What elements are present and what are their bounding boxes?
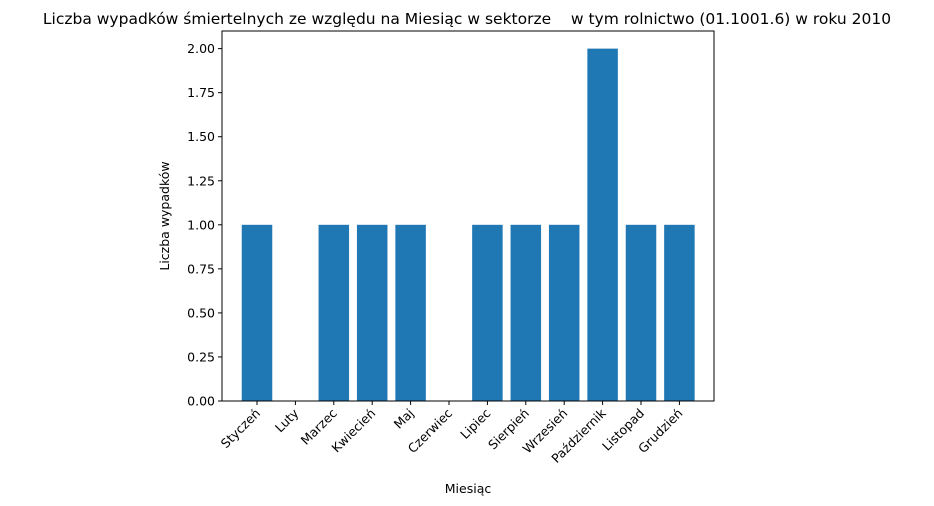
y-tick-label-7: 1.50 [187, 129, 215, 144]
y-tick-label-9: 2.00 [187, 41, 215, 56]
bar-5 [395, 224, 426, 401]
y-tick-label-8: 1.75 [187, 85, 215, 100]
y-axis-label: Liczba wypadków [157, 161, 172, 270]
x-tick-label-7: Lipiec [457, 405, 493, 441]
x-axis-label: Miesiąc [445, 481, 492, 496]
bar-1 [241, 224, 273, 401]
plot-frame [221, 30, 715, 402]
bar-4 [356, 224, 388, 401]
y-tick-label-4: 0.75 [187, 261, 215, 276]
x-tick-label-1: Styczeń [218, 406, 263, 451]
bar-9 [548, 224, 580, 401]
bar-3 [318, 224, 350, 401]
x-tick-label-5: Maj [391, 406, 417, 432]
chart-title: Liczba wypadków śmiertelnych ze względu … [43, 10, 891, 28]
y-tick-label-3: 0.50 [187, 305, 215, 320]
bars-group [241, 48, 695, 402]
y-tick-label-2: 0.25 [187, 349, 215, 364]
bar-11 [625, 224, 657, 401]
bar-12 [664, 224, 695, 401]
bar-10 [587, 48, 618, 402]
x-tick-label-2: Luty [272, 405, 302, 435]
bar-8 [510, 224, 542, 401]
bar-7 [472, 224, 503, 401]
y-axis: 0.00 0.25 0.50 0.75 1.00 1.25 1.50 1.75 2.00 [187, 41, 222, 409]
y-tick-label-6: 1.25 [187, 173, 215, 188]
y-tick-label-1: 0.00 [187, 394, 215, 409]
y-tick-label-5: 1.00 [187, 217, 215, 232]
